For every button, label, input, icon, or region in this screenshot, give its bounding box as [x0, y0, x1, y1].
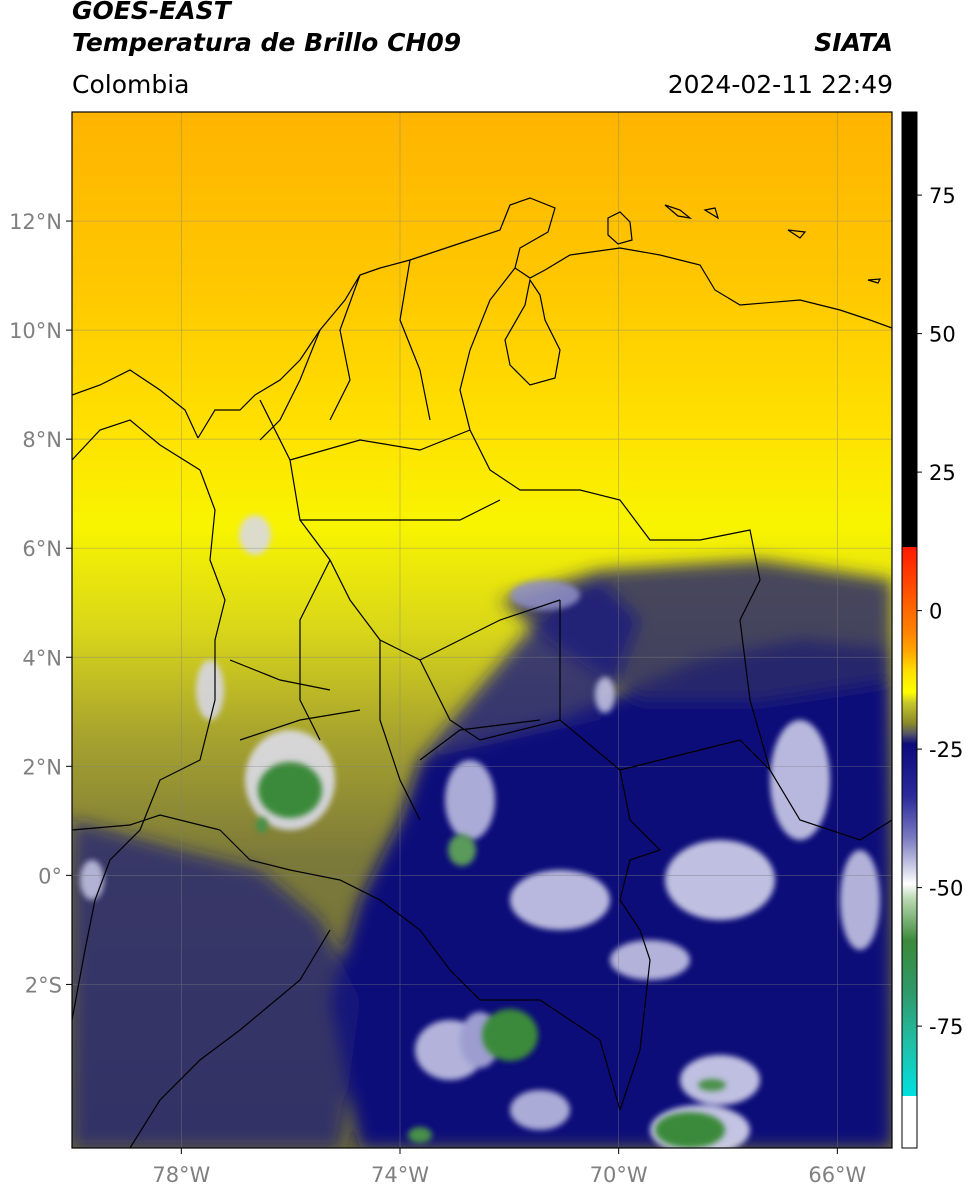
colorbar-gradient: [902, 112, 917, 1148]
colorbar: 75 50 25 0 -25 -50 -75: [901, 111, 963, 1149]
latitude-labels: 12°N 10°N 8°N 6°N 4°N 2°N 0° 2°S: [9, 210, 72, 997]
colorbar-label-5: -50: [929, 877, 963, 901]
satellite-image: [72, 112, 892, 1148]
datetime-label: 2024-02-11 22:49: [667, 70, 893, 99]
coastlines-borders: [72, 197, 892, 1148]
lat-label-1: 10°N: [9, 319, 62, 343]
colorbar-ticks: 75 50 25 0 -25 -50 -75: [917, 184, 963, 1039]
lat-label-6: 0°: [38, 864, 62, 888]
map-frame: [71, 111, 893, 1149]
colorbar-label-6: -75: [929, 1015, 963, 1039]
region-label: Colombia: [72, 70, 190, 99]
colorbar-label-1: 50: [929, 323, 956, 347]
lat-label-3: 6°N: [22, 537, 62, 561]
colorbar-label-4: -25: [929, 738, 963, 762]
longitude-labels: 78°W 74°W 70°W 66°W: [152, 1148, 867, 1187]
agency-label: SIATA: [814, 28, 893, 57]
map-gridlines: [72, 112, 892, 1148]
product-title: Temperatura de Brillo CH09: [72, 28, 462, 57]
colorbar-label-2: 25: [929, 461, 956, 485]
lat-label-5: 2°N: [22, 755, 62, 779]
lat-label-2: 8°N: [22, 428, 62, 452]
lat-label-0: 12°N: [9, 210, 62, 234]
lon-label-1: 74°W: [371, 1163, 429, 1187]
lon-label-0: 78°W: [152, 1163, 210, 1187]
lon-label-3: 66°W: [808, 1163, 866, 1187]
lon-label-2: 70°W: [590, 1163, 648, 1187]
colorbar-label-3: 0: [929, 600, 942, 624]
colorbar-label-0: 75: [929, 184, 956, 208]
satellite-title: GOES-EAST: [72, 0, 231, 25]
lat-label-4: 4°N: [22, 646, 62, 670]
colorbar-frame: [901, 111, 918, 1149]
lat-label-7: 2°S: [25, 973, 62, 997]
